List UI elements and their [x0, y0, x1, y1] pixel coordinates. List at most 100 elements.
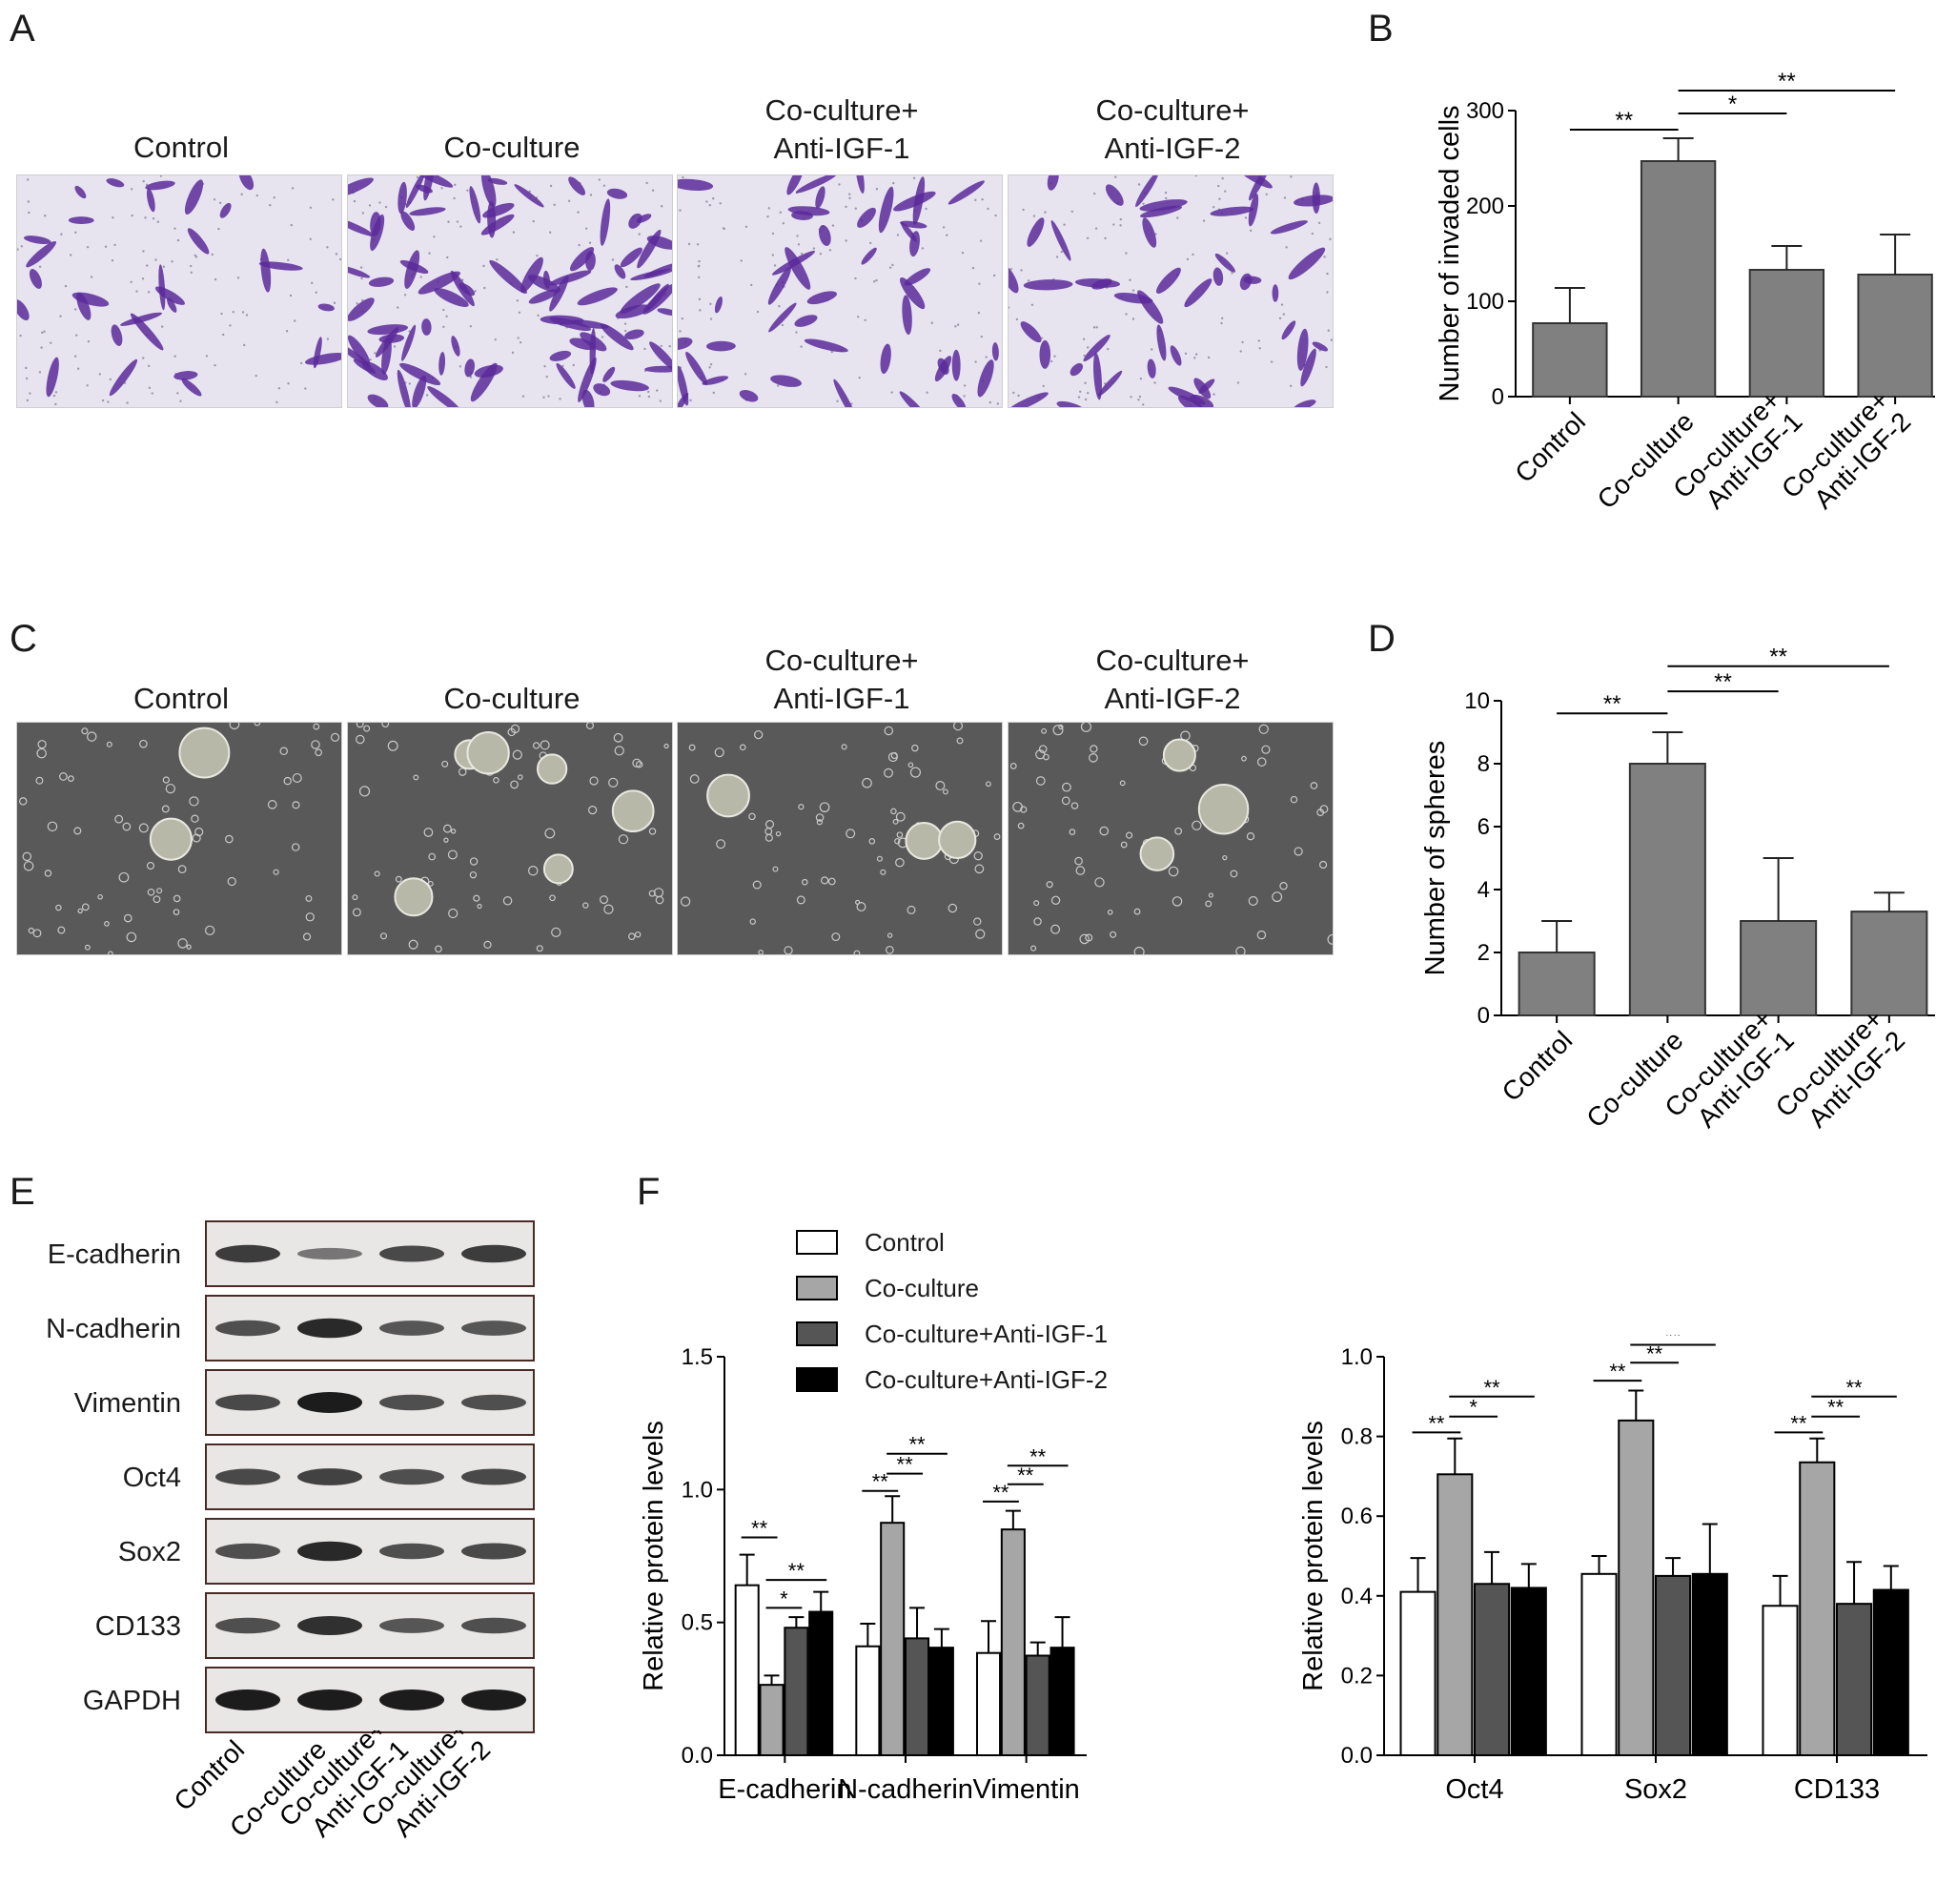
invaded-cell: [1027, 217, 1045, 247]
pore-dot: [1164, 196, 1168, 200]
invaded-cell: [74, 185, 87, 199]
pore-dot: [1060, 250, 1064, 254]
invaded-cell: [791, 211, 814, 220]
invaded-cell: [600, 323, 634, 351]
pore-dot: [584, 227, 588, 230]
pore-dot: [709, 302, 712, 306]
blot-bands: [215, 1392, 526, 1413]
single-cell: [653, 888, 664, 898]
single-cell: [544, 828, 556, 839]
invaded-cell: [901, 222, 917, 242]
pore-dot: [309, 237, 312, 241]
pore-dot: [1257, 339, 1260, 342]
single-cell: [374, 870, 380, 877]
bar-3: [1510, 1587, 1547, 1756]
single-cell: [273, 869, 279, 875]
invaded-cell: [581, 389, 595, 407]
pore-dot: [69, 254, 72, 256]
invaded-cell: [158, 264, 166, 311]
single-cell: [855, 899, 861, 905]
pore-dot: [1130, 396, 1132, 399]
pore-dot: [277, 386, 281, 390]
invaded-cell: [1074, 278, 1121, 288]
pore-dot: [647, 395, 651, 399]
y-tick-label: 2: [1477, 940, 1490, 966]
bar-1: [1437, 1473, 1474, 1756]
invaded-cell: [1249, 175, 1270, 201]
pore-dot: [111, 259, 114, 262]
single-cell: [177, 865, 187, 874]
single-cell: [975, 929, 986, 939]
single-cell: [165, 783, 176, 794]
pore-dot: [147, 364, 151, 368]
invasion-cells-anti-igf2: [1009, 175, 1333, 407]
x-tick-label: Oct4: [1445, 1774, 1503, 1805]
invaded-cell: [556, 362, 576, 389]
sphere: [536, 753, 568, 785]
blot-lane-label: Control: [168, 1734, 250, 1816]
pore-dot: [214, 277, 217, 281]
pore-dot: [517, 337, 520, 339]
significance-label: **: [751, 1516, 768, 1540]
single-cell: [886, 932, 893, 938]
significance-label: **: [1483, 1376, 1500, 1400]
pore-dot: [101, 399, 105, 402]
invaded-cell: [540, 315, 584, 325]
pore-dot: [854, 276, 857, 280]
single-cell: [885, 945, 894, 954]
pore-dot: [222, 333, 225, 337]
pore-dot: [698, 259, 701, 263]
pore-dot: [130, 280, 132, 283]
single-cell: [427, 880, 434, 887]
pore-dot: [679, 209, 682, 212]
bar-1: [759, 1684, 785, 1756]
pore-dot: [988, 400, 991, 404]
pore-dot: [912, 176, 916, 180]
pore-dot: [1244, 216, 1248, 219]
sphere: [611, 789, 655, 833]
pore-dot: [1053, 355, 1056, 358]
pore-dot: [1094, 227, 1098, 230]
blot-protein-label: Vimentin: [73, 1388, 181, 1419]
invaded-cell: [381, 337, 392, 375]
pore-dot: [797, 243, 801, 246]
pore-dot: [1131, 289, 1135, 292]
pore-dot: [474, 290, 477, 293]
single-cell: [1205, 900, 1213, 908]
pore-dot: [961, 251, 965, 255]
single-cell: [173, 909, 180, 915]
legend: Control Co-culture Co-culture+Anti-IGF-1…: [796, 1228, 1196, 1421]
pore-dot: [532, 219, 535, 223]
single-cell: [292, 801, 300, 809]
invaded-cell: [106, 178, 125, 188]
pore-dot: [1213, 393, 1215, 396]
pore-dot: [1265, 193, 1268, 196]
pore-dot: [542, 396, 545, 399]
pore-dot: [875, 278, 878, 282]
single-cell: [441, 760, 449, 768]
bar-0: [1399, 1590, 1437, 1756]
x-tick-label: Co-culture: [1580, 1025, 1688, 1133]
blot-band: [215, 1244, 280, 1263]
single-cell: [22, 851, 32, 862]
invaded-cell: [991, 342, 999, 361]
single-cell: [608, 777, 619, 788]
pore-dot: [766, 215, 769, 218]
invaded-cell: [1155, 267, 1181, 294]
pore-dot: [315, 291, 317, 294]
single-cell: [363, 725, 371, 732]
pore-dot: [445, 315, 448, 317]
invaded-cell: [404, 250, 420, 289]
pore-dot: [428, 252, 431, 255]
blot-band: [461, 1394, 526, 1411]
single-cell: [973, 917, 982, 926]
single-cell: [1038, 745, 1048, 753]
blot-strip: [205, 1295, 535, 1361]
pore-dot: [892, 181, 895, 185]
sphere-cells-control: [19, 723, 340, 954]
pore-dot: [76, 367, 80, 370]
single-cell: [227, 876, 236, 887]
single-cell: [1138, 736, 1149, 747]
single-cell: [1050, 895, 1061, 905]
pore-dot: [719, 202, 722, 205]
